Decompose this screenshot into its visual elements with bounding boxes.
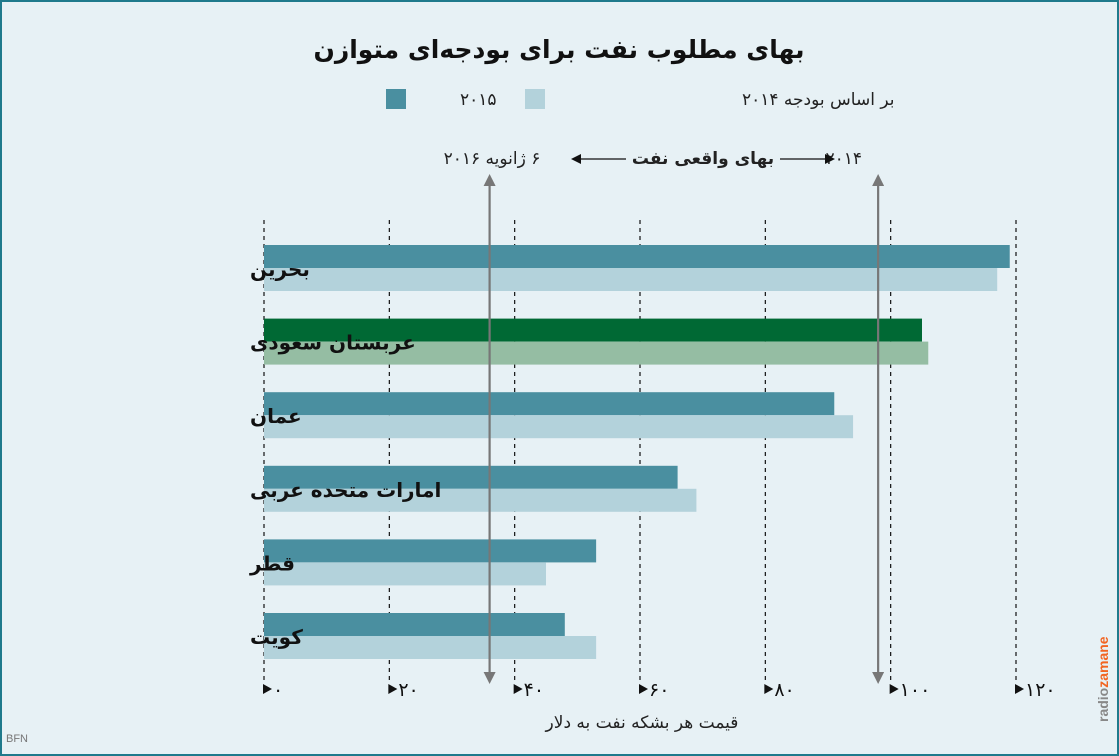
legend: ۲۰۱۵ بر اساس بودجه ۲۰۱۴ xyxy=(386,89,894,110)
x-tick-label: ۱۰۰ xyxy=(900,679,931,701)
legend-label-2015: ۲۰۱۵ xyxy=(460,90,497,110)
category-labels: بحرین عربستان سعودی عمان امارات متحده عربی ق… xyxy=(249,257,441,649)
reference-label: ۲۰۱۴ xyxy=(825,149,862,169)
reference-lines: ۶ ژانویه ۲۰۱۶ ۲۰۱۴ بهای واقعی نفت xyxy=(444,149,885,684)
reference-label: ۶ ژانویه ۲۰۱۶ xyxy=(444,149,541,169)
legend-swatch-2015 xyxy=(386,89,406,109)
legend-swatch-2014 xyxy=(525,89,545,109)
tick-marker xyxy=(889,684,899,694)
bar-2015 xyxy=(264,613,565,636)
bar-2014 xyxy=(264,341,929,365)
category-label: بحرین xyxy=(250,257,310,281)
legend-label-2014: بر اساس بودجه ۲۰۱۴ xyxy=(742,90,894,110)
brand-logo: radiozamane xyxy=(1095,636,1111,722)
brand-suffix: zamane xyxy=(1095,636,1111,688)
chart-title: بهای مطلوب نفت برای بودجه‌ای متوازن xyxy=(313,35,804,65)
x-tick-labels: ۰ ۲۰ ۴۰ ۶۰ ۸۰ ۱۰۰ ۱۲۰ xyxy=(263,679,1056,701)
bar-2014 xyxy=(264,268,998,291)
category-label: عمان xyxy=(250,404,302,428)
x-tick-label: ۸۰ xyxy=(774,679,794,701)
category-label: امارات متحده عربی xyxy=(250,478,441,502)
gridlines xyxy=(263,220,1017,684)
x-tick-label: ۶۰ xyxy=(649,679,669,701)
tick-marker xyxy=(1015,684,1024,694)
reference-caption: بهای واقعی نفت xyxy=(632,149,774,169)
credit-text: BFN xyxy=(6,733,28,745)
bar-2015 xyxy=(264,318,922,342)
bar-2015 xyxy=(264,245,1010,268)
bars xyxy=(264,245,1010,659)
x-tick-label: ۲۰ xyxy=(398,679,418,701)
x-tick-label: ۱۲۰ xyxy=(1025,679,1056,701)
x-tick-label: ۰ xyxy=(273,679,283,701)
bar-2014 xyxy=(264,562,546,586)
bar-2014 xyxy=(264,415,854,439)
category-label: کویت xyxy=(250,625,303,649)
category-label: عربستان سعودی xyxy=(250,331,416,355)
x-axis-label: قیمت هر بشکه نفت به دلار xyxy=(545,713,739,733)
bar-2014 xyxy=(264,488,697,512)
bar-2014 xyxy=(264,636,597,659)
tick-marker xyxy=(388,684,398,694)
brand-prefix: radio xyxy=(1095,688,1111,722)
tick-marker xyxy=(639,684,648,694)
x-tick-label: ۴۰ xyxy=(524,679,544,701)
bar-2015 xyxy=(264,539,597,563)
bar-2015 xyxy=(264,392,835,416)
bar-2015 xyxy=(264,465,678,489)
tick-marker xyxy=(513,684,523,694)
tick-marker xyxy=(764,684,774,694)
category-label: قطر xyxy=(249,551,295,575)
tick-marker xyxy=(263,684,272,694)
